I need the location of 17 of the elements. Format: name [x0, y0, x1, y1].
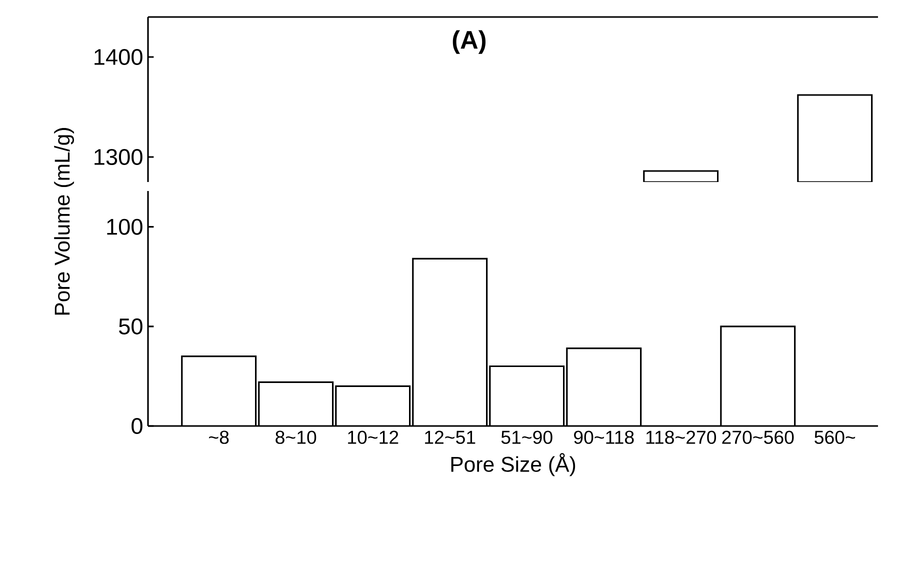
- x-tick-label: ~8: [209, 430, 229, 444]
- x-tick-label: 270~560: [722, 430, 794, 444]
- y-tick-label: 0: [132, 418, 142, 434]
- x-tick-label: 10~12: [348, 430, 398, 444]
- x-tick-label: 90~118: [574, 430, 634, 444]
- x-tick-label: 560~: [814, 430, 856, 444]
- y-axis-title: Pore Volume (mL/g): [54, 128, 74, 315]
- x-tick-label: 118~270: [646, 430, 716, 444]
- chart-title: (A): [452, 30, 486, 54]
- x-tick-label: 8~10: [276, 430, 316, 444]
- y-tick-label: 50: [118, 318, 142, 334]
- y-tick-label: 1300: [94, 148, 142, 166]
- x-tick-label: 12~51: [425, 430, 476, 444]
- y-tick-label: 1400: [94, 48, 142, 66]
- x-axis-title: Pore Size (Å): [451, 453, 576, 476]
- x-tick-label: 51~90: [501, 430, 552, 444]
- y-tick-label: 100: [107, 218, 142, 235]
